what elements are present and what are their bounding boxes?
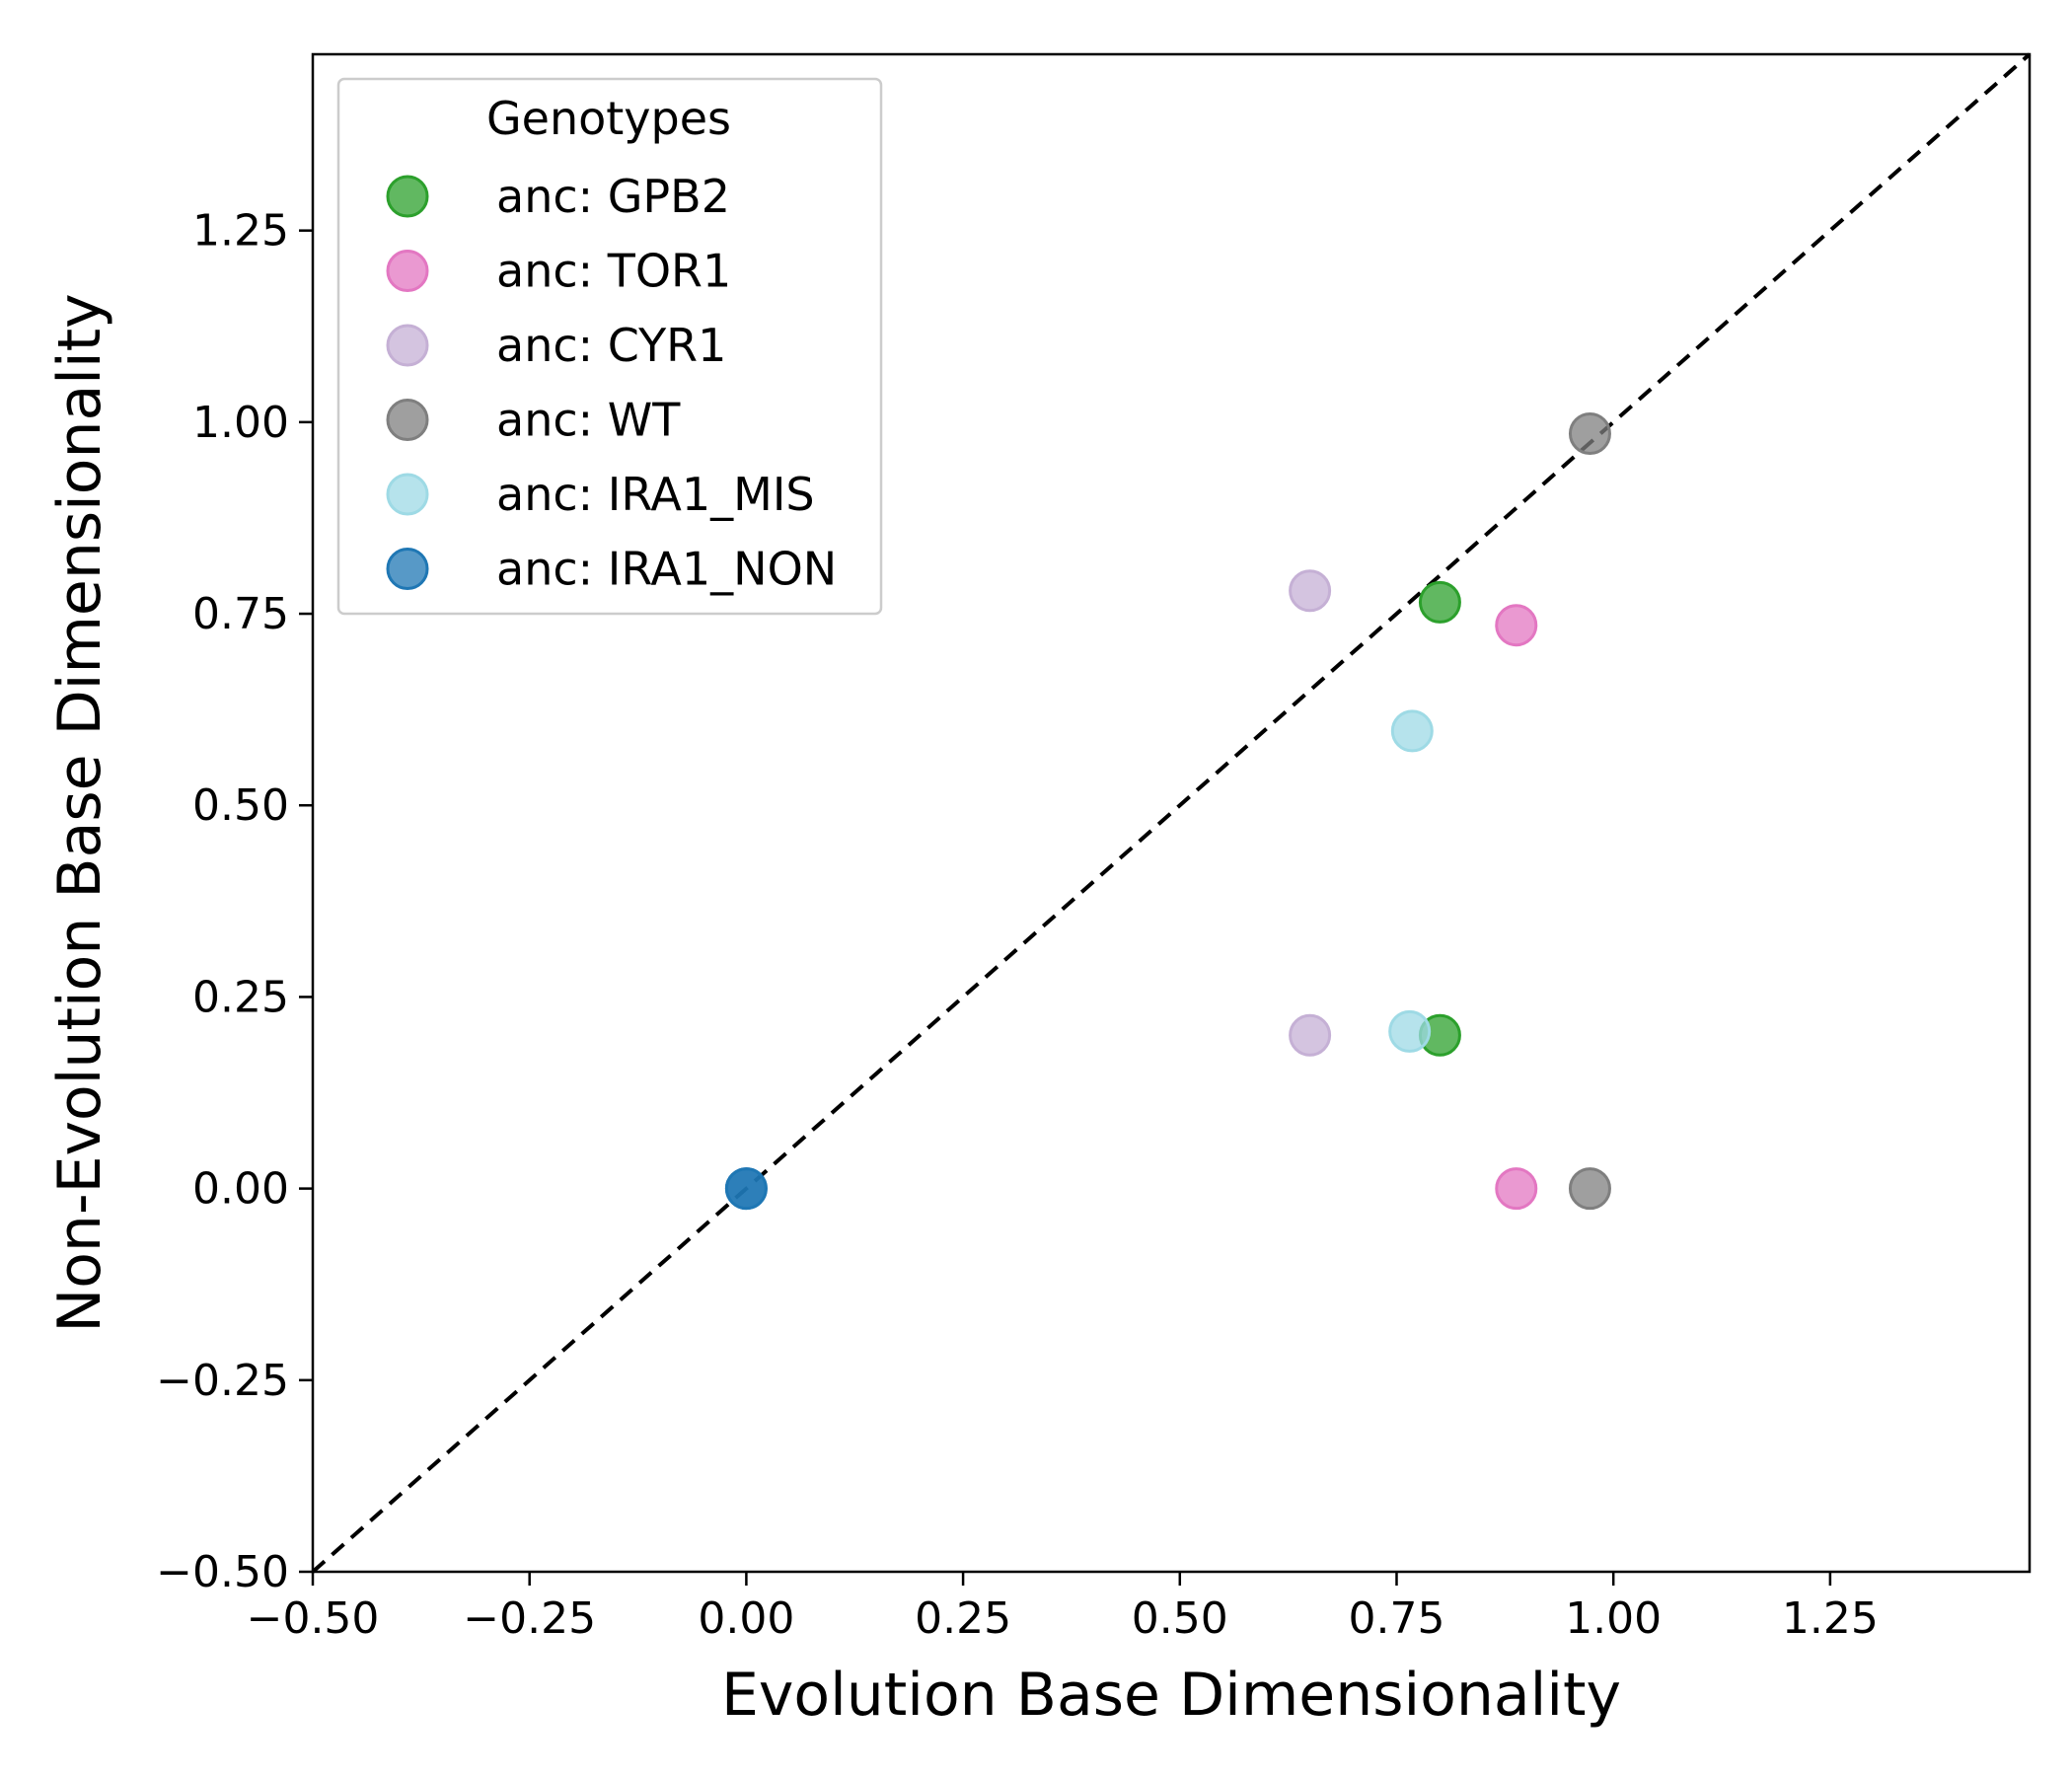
x-tick-label: 1.00 xyxy=(1565,1593,1662,1644)
legend-label-cyr1: anc: CYR1 xyxy=(496,319,726,372)
y-tick-label: 0.25 xyxy=(192,972,289,1022)
point-cyr1 xyxy=(1289,1013,1332,1057)
point-wt xyxy=(1568,1167,1611,1211)
legend-box xyxy=(336,77,883,616)
legend-marker-gpb2 xyxy=(386,175,429,218)
x-tick-label: 0.25 xyxy=(915,1593,1011,1644)
y-tick-label: 1.00 xyxy=(192,398,289,448)
x-tick-label: 0.00 xyxy=(698,1593,794,1644)
y-tick-label: 0.75 xyxy=(192,589,289,639)
legend-items: anc: GPB2 anc: TOR1 anc: CYR1 anc: WT anc: I… xyxy=(386,170,837,596)
legend-title: Genotypes xyxy=(486,92,731,145)
legend-marker-ira1-non xyxy=(386,548,429,590)
legend-marker-tor1 xyxy=(386,250,429,292)
legend-marker-wt xyxy=(386,399,429,441)
point-tor1 xyxy=(1495,1167,1538,1211)
y-axis-title: Non-Evolution Base Dimensionality xyxy=(45,293,114,1332)
point-wt xyxy=(1568,412,1611,455)
y-tick-label: −0.25 xyxy=(156,1356,289,1406)
point-ira1-mis xyxy=(1388,1009,1432,1053)
x-tick-label: 0.50 xyxy=(1132,1593,1228,1644)
legend-marker-cyr1 xyxy=(386,324,429,367)
legend-label-wt: anc: WT xyxy=(496,394,681,447)
point-ira1-non xyxy=(724,1167,768,1211)
y-tick-label: 1.25 xyxy=(192,206,289,257)
legend-label-tor1: anc: TOR1 xyxy=(496,245,731,298)
x-axis-title: Evolution Base Dimensionality xyxy=(721,1661,1621,1730)
y-tick-label: 0.50 xyxy=(192,780,289,831)
reference-line-layer xyxy=(311,52,2032,1574)
x-tick-label: −0.25 xyxy=(463,1593,596,1644)
data-points-layer xyxy=(724,412,1611,1211)
point-ira1-mis xyxy=(1390,709,1434,753)
y-tick-label: −0.50 xyxy=(156,1547,289,1597)
legend-label-gpb2: anc: GPB2 xyxy=(496,170,730,223)
reference-line-y-equals-x xyxy=(311,52,2032,1574)
legend-marker-ira1-mis xyxy=(386,473,429,516)
plot-frame xyxy=(311,52,2032,1574)
x-tick-label: 1.25 xyxy=(1782,1593,1879,1644)
point-gpb2 xyxy=(1418,580,1461,624)
x-tick-label: 0.75 xyxy=(1349,1593,1445,1644)
legend-label-ira1-mis: anc: IRA1_MIS xyxy=(496,468,815,521)
legend-label-ira1-non: anc: IRA1_NON xyxy=(496,543,837,596)
point-cyr1 xyxy=(1289,569,1332,613)
point-tor1 xyxy=(1495,604,1538,647)
ticks-layer: −0.50 −0.25 0.00 0.25 0.50 0.75 1.00 1.25 −0.50 −… xyxy=(156,206,1879,1644)
y-tick-label: 0.00 xyxy=(192,1164,289,1215)
x-tick-label: −0.50 xyxy=(247,1593,380,1644)
